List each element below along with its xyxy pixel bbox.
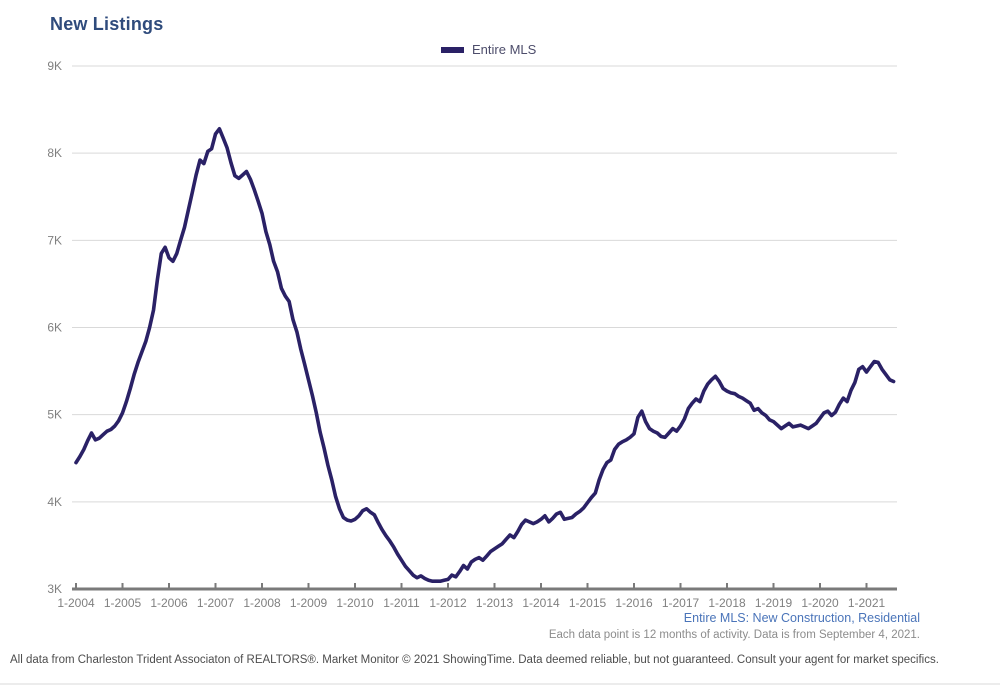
chart-svg: 9K 8K 7K 6K 5K 4K 3K1-2004 1-2005 1-2006 1-2007 1-… bbox=[47, 59, 897, 610]
series-scope-note: Entire MLS: New Construction, Residentia… bbox=[683, 611, 920, 625]
x-axis-label: 1-2006 bbox=[150, 596, 188, 610]
x-axis-label: 1-2005 bbox=[104, 596, 142, 610]
x-axis-label: 1-2014 bbox=[522, 596, 560, 610]
y-axis-label: 9K bbox=[47, 59, 62, 73]
x-axis-label: 1-2007 bbox=[197, 596, 235, 610]
x-axis-label: 1-2013 bbox=[476, 596, 514, 610]
legend-line-swatch-icon bbox=[441, 46, 464, 53]
x-axis-label: 1-2020 bbox=[801, 596, 839, 610]
series-line bbox=[74, 127, 896, 584]
page-title: New Listings bbox=[50, 14, 164, 34]
x-axis-label: 1-2004 bbox=[57, 596, 95, 610]
legend-label: Entire MLS bbox=[472, 42, 537, 57]
x-axis-label: 1-2016 bbox=[615, 596, 653, 610]
y-axis-label: 3K bbox=[47, 582, 62, 596]
legend: Entire MLS bbox=[441, 42, 536, 57]
x-axis-label: 1-2011 bbox=[383, 596, 420, 610]
x-axis-label: 1-2010 bbox=[336, 596, 374, 610]
y-axis-label: 5K bbox=[47, 408, 62, 422]
x-axis-label: 1-2009 bbox=[290, 596, 328, 610]
y-axis-label: 8K bbox=[47, 146, 62, 160]
data-note: Each data point is 12 months of activity… bbox=[548, 629, 920, 641]
y-axis-label: 7K bbox=[47, 233, 62, 247]
x-axis-label: 1-2012 bbox=[429, 596, 467, 610]
disclaimer-text: All data from Charleston Trident Associa… bbox=[10, 654, 939, 666]
y-axis-label: 6K bbox=[47, 321, 62, 335]
x-axis-label: 1-2021 bbox=[848, 596, 886, 610]
x-axis-label: 1-2015 bbox=[569, 596, 607, 610]
x-axis-label: 1-2017 bbox=[662, 596, 700, 610]
x-axis-label: 1-2008 bbox=[243, 596, 281, 610]
x-axis-label: 1-2018 bbox=[708, 596, 746, 610]
x-axis-label: 1-2019 bbox=[755, 596, 793, 610]
y-axis-label: 4K bbox=[47, 495, 62, 509]
